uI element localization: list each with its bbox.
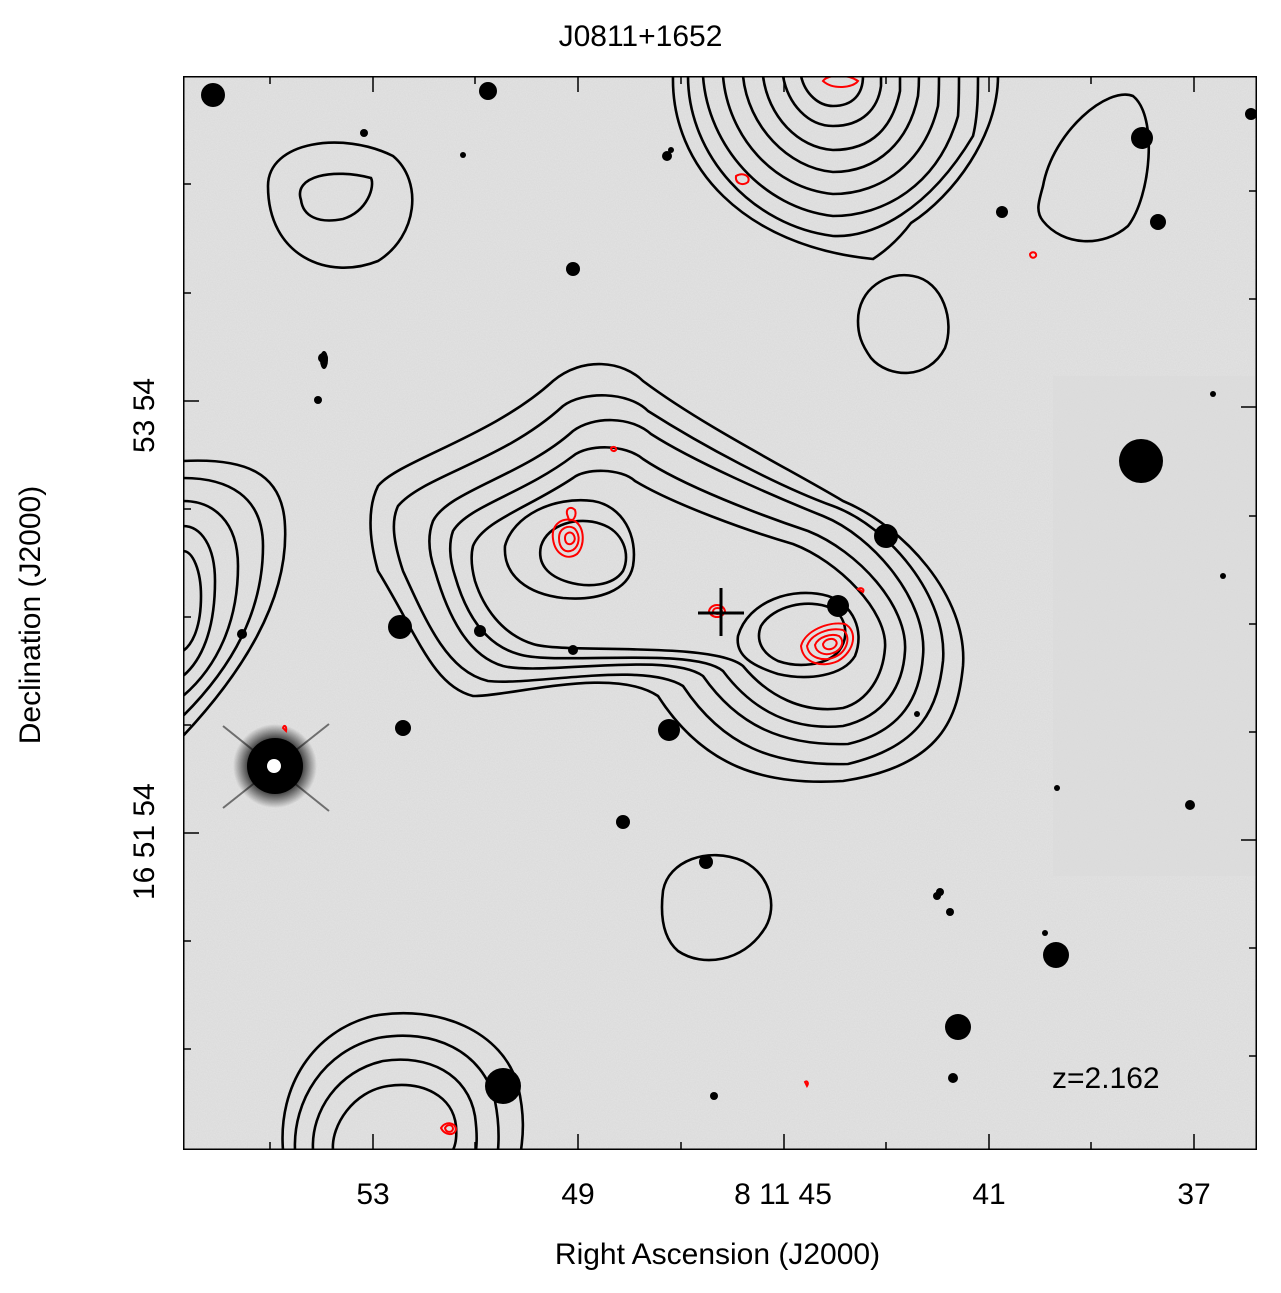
stars-layer <box>201 82 1257 1104</box>
x-tick-label: 49 <box>561 1178 595 1211</box>
x-tick-label: 53 <box>356 1178 390 1211</box>
redshift-label: z=2.162 <box>1052 1062 1160 1095</box>
x-tick-label: 37 <box>1177 1178 1211 1211</box>
plot-frame <box>183 76 1257 1150</box>
bright-star <box>222 723 330 812</box>
black-contours <box>183 76 1151 1150</box>
axis-ticks <box>183 76 1257 1150</box>
x-tick-label: 41 <box>972 1178 1006 1211</box>
y-tick-label: 53 54 <box>128 377 161 453</box>
figure-title: J0811+1652 <box>558 20 723 53</box>
x-axis-label: Right Ascension (J2000) <box>554 1238 881 1271</box>
image-panel <box>183 76 1257 1150</box>
x-tick-label: 8 11 45 <box>734 1178 832 1211</box>
y-axis-label: Declination (J2000) <box>14 485 47 745</box>
optical-position-cross <box>698 588 744 636</box>
y-tick-label: 16 51 54 <box>128 783 161 900</box>
